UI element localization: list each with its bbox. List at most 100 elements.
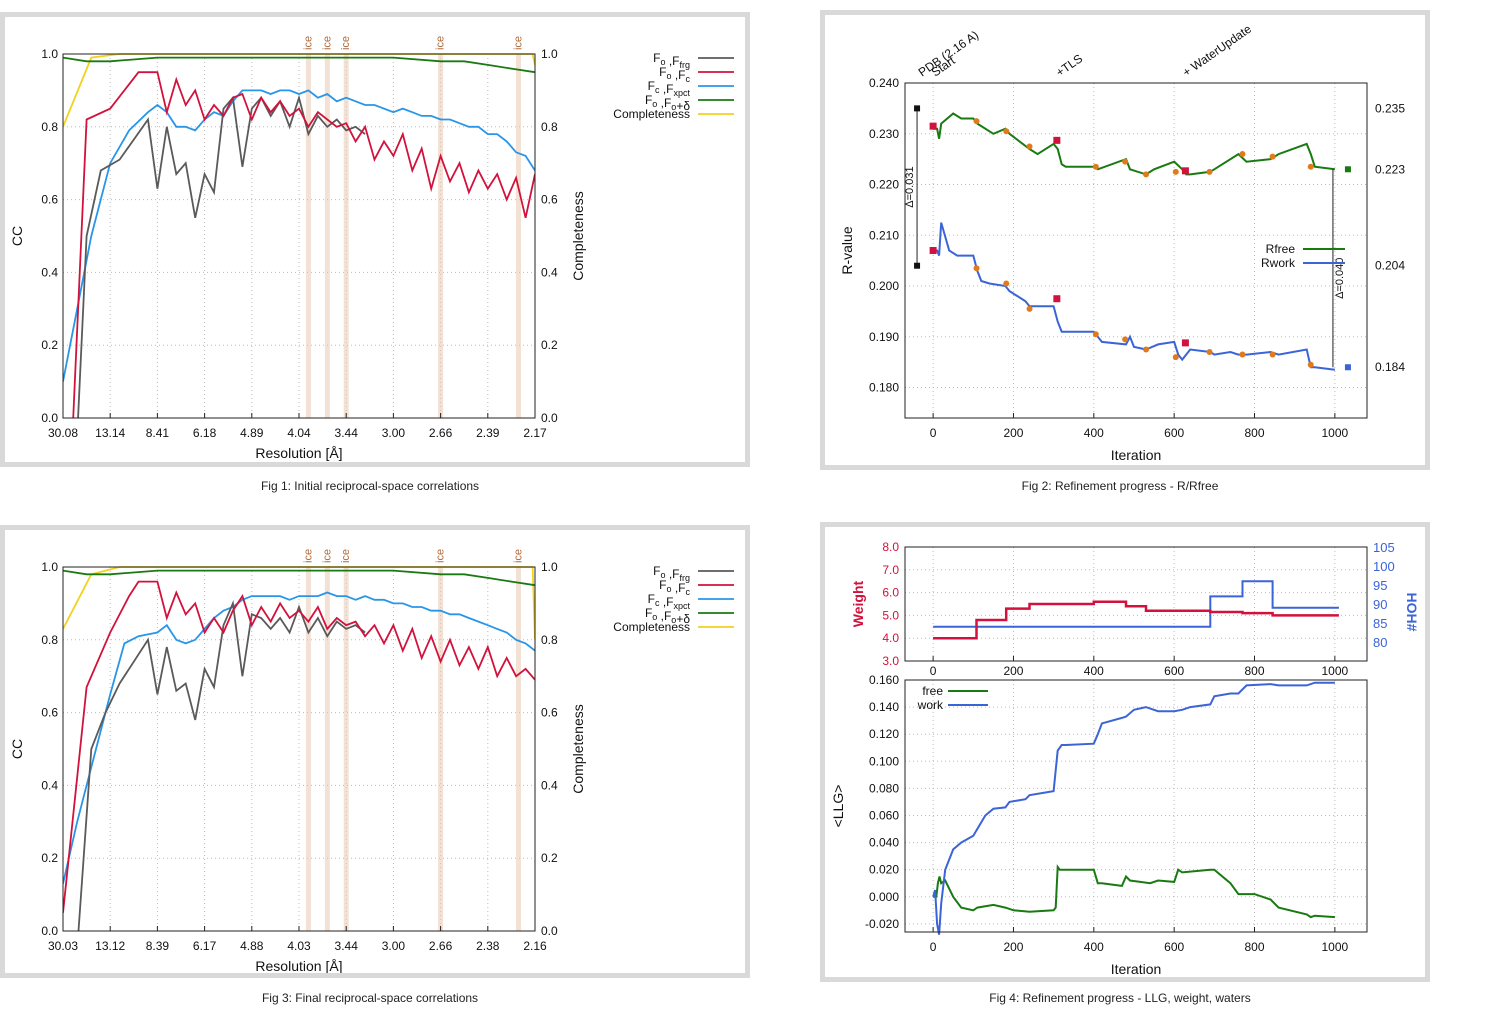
fig2-orange-marker <box>1206 168 1213 175</box>
fig1-legend-label: Fo ,Fo+δ <box>645 93 690 113</box>
fig4-llg-tick-label: 0.120 <box>869 727 899 741</box>
fig1-ice-label: ice <box>512 36 524 50</box>
fig2-orange-marker <box>1269 153 1276 160</box>
fig4-xlabel: Iteration <box>1111 961 1162 977</box>
fig3-ice-band <box>438 567 444 931</box>
fig4-top-xtick-label: 200 <box>1003 664 1023 678</box>
fig2-right-tick-label: 0.223 <box>1375 162 1405 176</box>
fig2-plot-frame <box>904 82 1368 419</box>
fig3-xlabel: Resolution [Å] <box>255 958 342 973</box>
fig4-llg-tick-label: 0.040 <box>869 836 899 850</box>
fig4-llg-tick-label: 0.020 <box>869 863 899 877</box>
fig4-bottom-xtick-label: 800 <box>1244 940 1264 954</box>
fig3-y2tick-label: 0.4 <box>541 778 558 792</box>
fig4-hoh-tick-label: 100 <box>1373 559 1395 574</box>
fig1-y2tick-label: 0.6 <box>541 193 558 207</box>
fig4-bottom-xtick-label: 0 <box>930 940 937 954</box>
fig4-weight-tick-label: 6.0 <box>882 586 899 600</box>
fig4-llg-tick-label: -0.020 <box>865 917 899 931</box>
fig3-series-fofodelta <box>63 569 535 587</box>
fig1-ylabel: CC <box>9 226 25 246</box>
fig2-red-marker <box>929 247 937 254</box>
fig1-xtick-label: 2.39 <box>476 426 500 440</box>
fig1-ice-label: ice <box>340 36 352 50</box>
fig2-red-marker <box>929 122 937 130</box>
fig3-series-fcfxpct <box>63 591 535 884</box>
fig2-top-label: + WaterUpdate <box>1180 22 1254 80</box>
fig4-llg-tick-label: 0.140 <box>869 700 899 714</box>
fig4-top-xtick-label: 400 <box>1084 664 1104 678</box>
fig4-top-xtick-label: 0 <box>930 664 937 678</box>
fig2-legend-label: Rfree <box>1266 242 1296 256</box>
fig1-ice-band <box>343 54 349 418</box>
fig3-ice-band <box>515 567 521 931</box>
fig1-legend-label: Completeness <box>613 107 690 121</box>
fig4-llg-tick-label: 0.100 <box>869 754 899 768</box>
fig3-ytick-label: 1.0 <box>41 560 58 574</box>
fig3-legend-label: Fc ,Fxpct <box>648 592 691 611</box>
fig1-ytick-label: 1.0 <box>41 47 58 61</box>
fig3-caption: Fig 3: Final reciprocal-space correlatio… <box>261 991 479 1005</box>
fig2-pdb-marker <box>914 105 921 112</box>
fig3-ice-label: ice <box>340 549 352 563</box>
fig3-xtick-label: 6.17 <box>193 939 217 953</box>
fig2-orange-marker <box>1172 354 1179 361</box>
fig3-ice-band <box>305 567 311 931</box>
fig1-ice-band <box>515 54 521 418</box>
fig1-ytick-label: 0.4 <box>41 265 58 279</box>
fig3-plot-frame <box>62 566 536 932</box>
fig4-legend-label: free <box>922 684 943 698</box>
fig1-xtick-label: 30.08 <box>48 426 78 440</box>
fig2-panel: Δ=0.031 Δ=0.040 0 200 400 600 800 1000 0.180 0.19… <box>820 10 1430 470</box>
fig2-caption: Fig 2: Refinement progress - R/Rfree <box>1021 479 1219 493</box>
fig2-ytick-label: 0.210 <box>869 228 899 242</box>
fig1-ice-label: ice <box>321 36 333 50</box>
fig4-weight-tick-label: 7.0 <box>882 563 899 577</box>
fig2-ytick-label: 0.220 <box>869 178 899 192</box>
fig1-ytick-label: 0.0 <box>41 411 58 425</box>
fig2-orange-marker <box>1206 349 1213 356</box>
fig4-weight-tick-label: 5.0 <box>882 608 899 622</box>
fig2-xtick-label: 200 <box>1003 426 1023 440</box>
fig1-ice-band <box>305 54 311 418</box>
fig3-y2label: Completeness <box>570 704 586 794</box>
fig2-orange-marker <box>1239 351 1246 358</box>
fig2-xlabel: Iteration <box>1111 447 1162 463</box>
fig3-ytick-label: 0.8 <box>41 633 58 647</box>
fig2-right-tick-label: 0.235 <box>1375 101 1405 115</box>
fig3-ice-band <box>343 567 349 931</box>
fig1-ice-band <box>324 54 330 418</box>
fig2-orange-marker <box>1092 331 1099 338</box>
fig1-xtick-label: 4.89 <box>240 426 264 440</box>
fig3-y2tick-label: 0.2 <box>541 851 558 865</box>
fig1-ytick-label: 0.8 <box>41 120 58 134</box>
fig1-series-fofc <box>72 71 535 418</box>
fig4-bottom-xtick-label: 400 <box>1084 940 1104 954</box>
fig3-y2tick-label: 1.0 <box>541 560 558 574</box>
fig1-y2label: Completeness <box>570 191 586 281</box>
fig1-legend-label: Fo ,Ffrg <box>653 51 690 70</box>
fig4-llg-tick-label: 0.060 <box>869 808 899 822</box>
fig4-hoh-tick-label: 85 <box>1373 616 1387 631</box>
fig4-series-weight <box>933 600 1339 640</box>
fig2-red-marker <box>1181 167 1189 175</box>
fig1-y2tick-label: 0.8 <box>541 120 558 134</box>
fig3-y2tick-label: 0.0 <box>541 924 558 938</box>
fig1-xtick-label: 2.66 <box>429 426 453 440</box>
fig1-ytick-label: 0.6 <box>41 193 58 207</box>
fig1-xlabel: Resolution [Å] <box>255 445 342 461</box>
fig2-top-label: +TLS <box>1053 51 1085 79</box>
fig2-orange-marker <box>1122 158 1129 165</box>
fig2-orange-marker <box>1239 151 1246 158</box>
fig1-xtick-label: 6.18 <box>193 426 217 440</box>
fig1-legend-label: Fc ,Fxpct <box>648 79 691 98</box>
fig4-llg-tick-label: 0.080 <box>869 781 899 795</box>
fig3-ytick-label: 0.2 <box>41 851 58 865</box>
fig3-y2tick-label: 0.6 <box>541 706 558 720</box>
fig1-panel: ice ice ice ice ice 30.08 13.14 8.41 6.18 4.89 4.0… <box>0 12 750 467</box>
fig1-xtick-label: 13.14 <box>95 426 125 440</box>
fig4-bottom-xtick-label: 1000 <box>1322 940 1349 954</box>
fig4-top-xtick-label: 1000 <box>1322 664 1349 678</box>
